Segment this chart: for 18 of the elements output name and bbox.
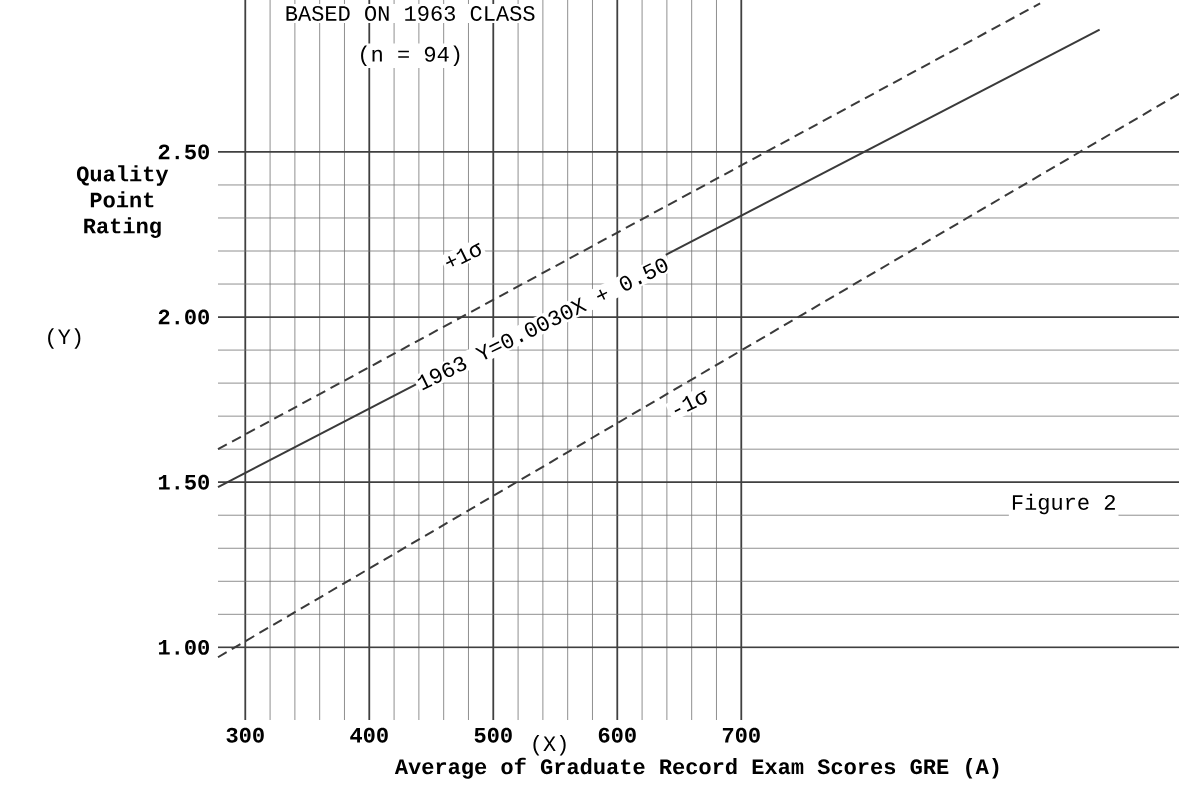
y-axis-title: Quality Point Rating: [76, 165, 169, 238]
x-tick-label: 700: [722, 727, 760, 743]
annotation: Figure 2: [1012, 493, 1115, 515]
x-tick-label: 400: [350, 727, 388, 743]
text: (n = 94): [361, 45, 460, 67]
annotation: +1σ: [445, 242, 481, 267]
chart-title: BASED ON 1963 CLASS: [286, 6, 535, 21]
x-tick-label: 500: [474, 727, 512, 743]
x-tick-label: 300: [226, 727, 264, 743]
text: (Y): [48, 328, 81, 349]
x-axis-title: Average of Graduate Record Exam Scores GRE (A): [394, 757, 999, 779]
y-tick-label: 2.50: [158, 144, 209, 160]
text: (X): [533, 734, 566, 756]
y-tick-label: 1.50: [158, 474, 209, 490]
y-tick-label: 2.00: [158, 309, 209, 325]
annotation: -1σ: [674, 390, 707, 413]
x-tick-label: 600: [598, 727, 636, 743]
y-tick-label: 1.00: [158, 639, 209, 655]
